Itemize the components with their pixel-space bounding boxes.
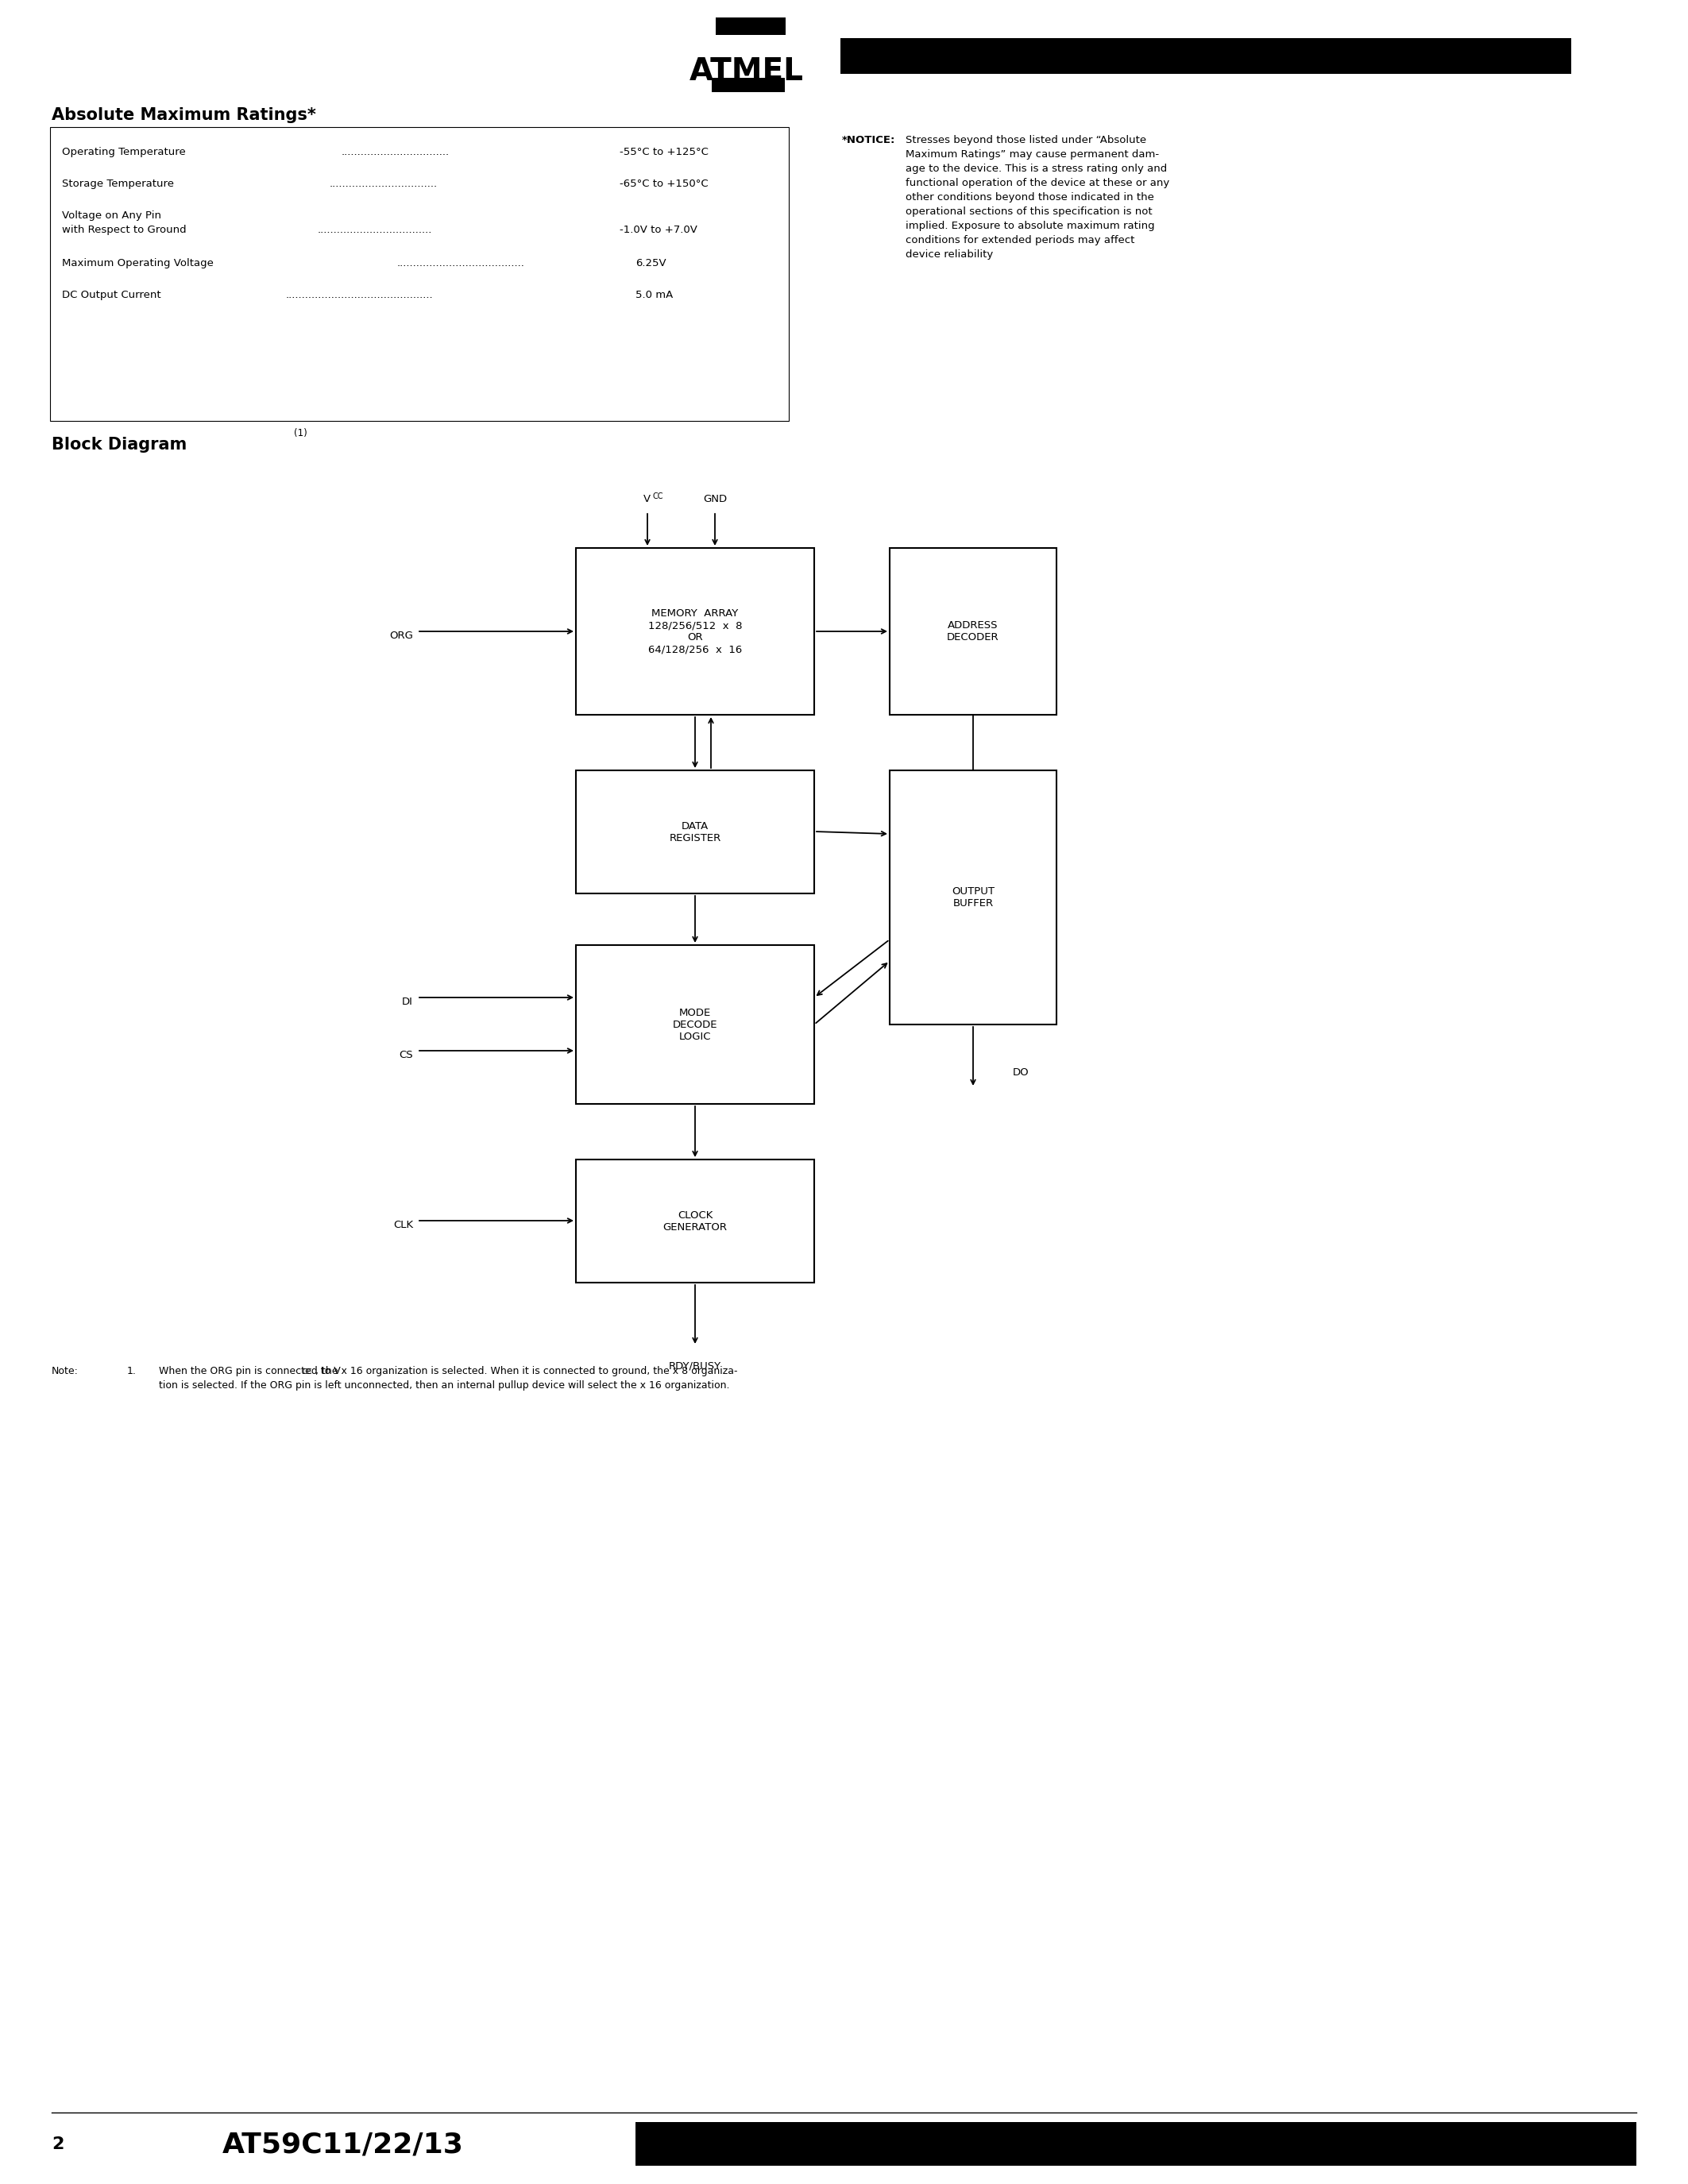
Text: Voltage on Any Pin: Voltage on Any Pin	[62, 210, 162, 221]
Text: V: V	[643, 494, 650, 505]
Text: with Respect to Ground: with Respect to Ground	[62, 225, 186, 236]
Text: 5.0 mA: 5.0 mA	[635, 290, 674, 299]
Text: CC: CC	[653, 491, 663, 500]
Text: (1): (1)	[294, 428, 307, 439]
Text: MODE
DECODE
LOGIC: MODE DECODE LOGIC	[672, 1007, 717, 1042]
Bar	[890, 771, 1057, 1024]
Text: -55°C to +125°C: -55°C to +125°C	[619, 146, 709, 157]
Text: CLOCK
GENERATOR: CLOCK GENERATOR	[663, 1210, 728, 1232]
Text: AT59C11/22/13: AT59C11/22/13	[223, 2132, 464, 2158]
Text: *NOTICE:: *NOTICE:	[842, 135, 896, 146]
Bar	[51, 127, 788, 422]
Text: When the ORG pin is connected to V: When the ORG pin is connected to V	[159, 1365, 341, 1376]
Text: GND: GND	[702, 494, 728, 505]
Text: ...................................: ...................................	[317, 225, 432, 236]
Bar	[576, 548, 814, 714]
Text: RDY/BUSY: RDY/BUSY	[668, 1361, 721, 1372]
Bar	[716, 17, 785, 35]
Text: Maximum Operating Voltage: Maximum Operating Voltage	[62, 258, 214, 269]
Text: -65°C to +150°C: -65°C to +150°C	[619, 179, 709, 190]
Text: 1.: 1.	[127, 1365, 137, 1376]
Text: Absolute Maximum Ratings*: Absolute Maximum Ratings*	[52, 107, 316, 122]
Text: 6.25V: 6.25V	[635, 258, 667, 269]
Text: 2: 2	[52, 2136, 64, 2151]
Bar	[635, 2123, 1636, 2167]
Text: Operating Temperature: Operating Temperature	[62, 146, 186, 157]
Text: ORG: ORG	[390, 631, 414, 640]
Text: CLK: CLK	[393, 1219, 414, 1230]
Text: ADDRESS
DECODER: ADDRESS DECODER	[947, 620, 999, 642]
Text: Note:: Note:	[52, 1365, 79, 1376]
Text: Stresses beyond those listed under “Absolute
Maximum Ratings” may cause permanen: Stresses beyond those listed under “Abso…	[905, 135, 1170, 260]
Text: ATMEL: ATMEL	[689, 57, 803, 87]
Text: MEMORY  ARRAY
128/256/512  x  8
OR
64/128/256  x  16: MEMORY ARRAY 128/256/512 x 8 OR 64/128/2…	[648, 609, 743, 655]
Text: Block Diagram: Block Diagram	[52, 437, 187, 452]
Bar	[712, 79, 785, 92]
Bar	[576, 946, 814, 1103]
Text: DO: DO	[1013, 1068, 1030, 1077]
Text: .......................................: .......................................	[397, 258, 525, 269]
Bar	[576, 771, 814, 893]
Text: tion is selected. If the ORG pin is left unconnected, then an internal pullup de: tion is selected. If the ORG pin is left…	[159, 1380, 729, 1391]
Text: DC Output Current: DC Output Current	[62, 290, 160, 299]
Text: CS: CS	[398, 1051, 414, 1059]
Bar	[890, 548, 1057, 714]
Bar	[576, 1160, 814, 1282]
Text: CC: CC	[302, 1369, 312, 1376]
Text: DATA
REGISTER: DATA REGISTER	[668, 821, 721, 843]
Text: Storage Temperature: Storage Temperature	[62, 179, 174, 190]
Text: DI: DI	[402, 996, 414, 1007]
Text: .................................: .................................	[341, 146, 449, 157]
Text: .............................................: ........................................…	[285, 290, 434, 299]
Text: -1.0V to +7.0V: -1.0V to +7.0V	[619, 225, 697, 236]
Bar	[841, 37, 1572, 74]
Text: OUTPUT
BUFFER: OUTPUT BUFFER	[952, 887, 994, 909]
Text: , the x 16 organization is selected. When it is connected to ground, the x 8 org: , the x 16 organization is selected. Whe…	[316, 1365, 738, 1376]
Text: .................................: .................................	[329, 179, 437, 190]
